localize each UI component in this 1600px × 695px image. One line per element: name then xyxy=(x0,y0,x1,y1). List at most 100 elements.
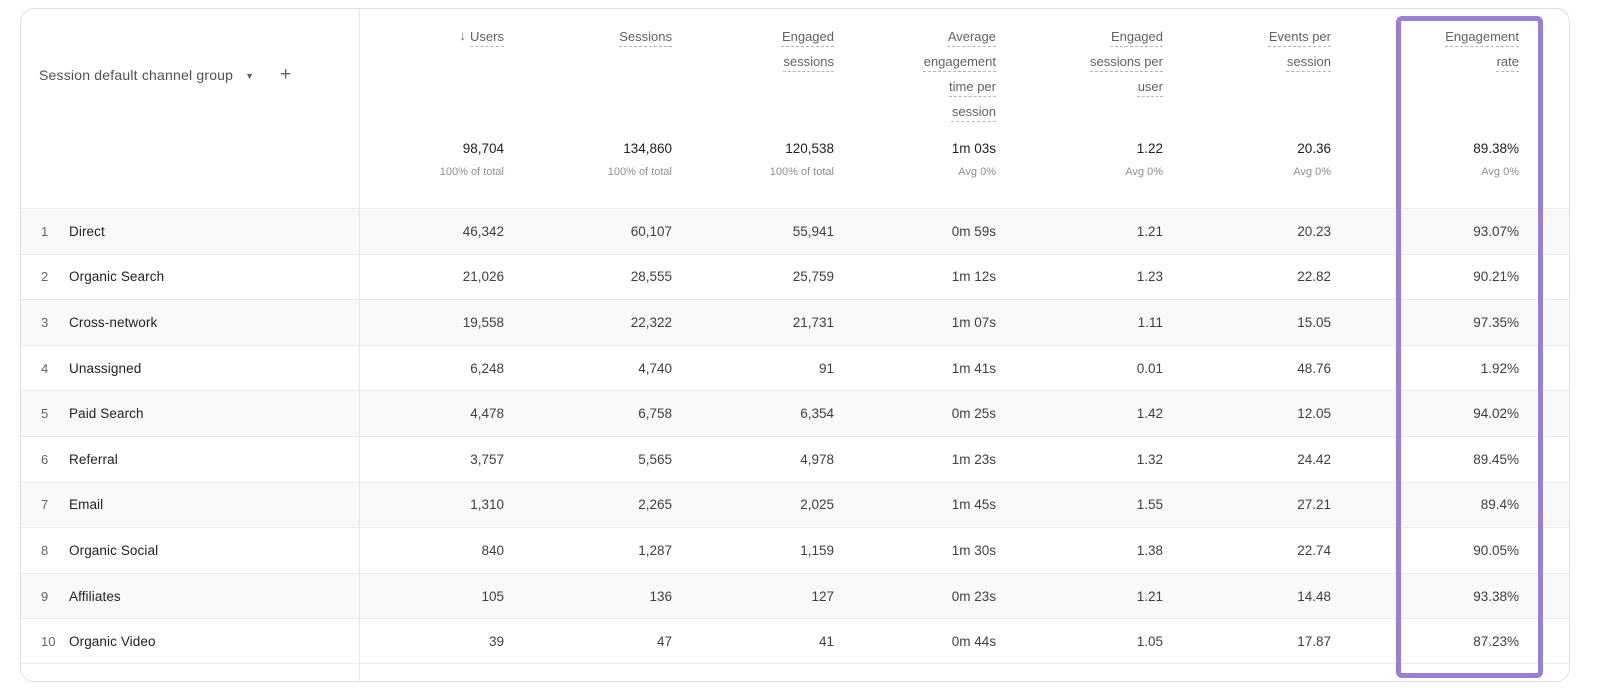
cell-avg_engagement_time_per_session: 0m 23s xyxy=(951,588,996,604)
table-header: Session default channel group ▼ + ↓ Users… xyxy=(21,9,1569,208)
cell-sessions: 2,265 xyxy=(638,497,672,513)
cell-engaged_sessions: 91 xyxy=(818,360,834,376)
total-value: 89.38% xyxy=(1473,141,1519,156)
channel-name: Organic Social xyxy=(69,542,159,558)
cell-events_per_session: 12.05 xyxy=(1297,406,1331,422)
channel-name: Affiliates xyxy=(69,588,121,604)
column-header-events_per_session[interactable]: Events per session xyxy=(1163,9,1331,124)
table-row[interactable]: 1 Direct 46,342 60,107 55,941 0m 59s 1.21 20.23… xyxy=(21,208,1569,254)
channel-name: Organic Video xyxy=(69,633,156,649)
cell-engaged_sessions: 25,759 xyxy=(792,269,834,285)
column-header-engaged_sessions[interactable]: Engaged sessions xyxy=(672,9,834,124)
table-row[interactable]: 6 Referral 3,757 5,565 4,978 1m 23s 1.32 24.42 8… xyxy=(21,435,1569,482)
table-row[interactable]: 2 Organic Search 21,026 28,555 25,759 1m 12s 1… xyxy=(21,253,1569,300)
totals-spacer xyxy=(21,139,359,180)
cell-users: 1,310 xyxy=(470,497,504,513)
total-users: 98,704 100% of total xyxy=(359,139,504,180)
total-subtext: Avg 0% xyxy=(1481,166,1519,178)
cell-avg_engagement_time_per_session: 1m 12s xyxy=(951,269,996,285)
column-header-label: Users xyxy=(470,29,504,44)
column-header-engaged_sessions_per_user[interactable]: Engaged sessions per user xyxy=(996,9,1163,124)
cell-avg_engagement_time_per_session: 1m 45s xyxy=(951,497,996,513)
column-header-label: Events per session xyxy=(1268,29,1331,69)
cell-avg_engagement_time_per_session: 1m 23s xyxy=(951,451,996,467)
cell-events_per_session: 27.21 xyxy=(1297,497,1331,513)
total-events_per_session: 20.36 Avg 0% xyxy=(1163,139,1331,180)
channel-name: Referral xyxy=(69,451,118,467)
add-dimension-button[interactable]: + xyxy=(280,64,292,85)
cell-engagement_rate: 93.07% xyxy=(1473,223,1519,239)
table-row[interactable]: 8 Organic Social 840 1,287 1,159 1m 30s 1.38 22… xyxy=(21,527,1569,573)
cell-sessions: 4,740 xyxy=(638,360,672,376)
total-value: 1.22 xyxy=(1136,141,1163,156)
cell-users: 19,558 xyxy=(462,314,504,330)
cell-sessions: 60,107 xyxy=(630,223,672,239)
table-row[interactable]: 4 Unassigned 6,248 4,740 91 1m 41s 0.01 48.76 1.… xyxy=(21,344,1569,391)
row-rank: 8 xyxy=(41,542,49,558)
row-header: 7 Email xyxy=(21,497,359,512)
row-rank: 9 xyxy=(41,588,49,604)
row-header: 6 Referral xyxy=(21,452,359,467)
row-rank: 4 xyxy=(41,360,49,376)
cell-sessions: 1,287 xyxy=(638,542,672,558)
cell-users: 3,757 xyxy=(470,451,504,467)
cell-events_per_session: 15.05 xyxy=(1297,314,1331,330)
column-header-label: Average engagement time per session xyxy=(923,29,996,119)
cell-engaged_sessions: 127 xyxy=(811,588,834,604)
total-subtext: 100% of total xyxy=(607,166,672,178)
total-value: 120,538 xyxy=(785,141,834,156)
total-engagement_rate: 89.38% Avg 0% xyxy=(1331,139,1519,180)
cell-engaged_sessions_per_user: 1.21 xyxy=(1136,588,1163,604)
row-header: 3 Cross-network xyxy=(21,315,359,330)
total-value: 98,704 xyxy=(462,141,504,156)
cell-engaged_sessions: 4,978 xyxy=(800,451,834,467)
cell-users: 21,026 xyxy=(462,269,504,285)
column-header-avg_engagement_time_per_session[interactable]: Average engagement time per session xyxy=(834,9,996,124)
row-header: 5 Paid Search xyxy=(21,406,359,421)
column-header-engagement_rate[interactable]: Engagement rate xyxy=(1331,9,1519,124)
analytics-table-card: Session default channel group ▼ + ↓ Users… xyxy=(20,8,1570,682)
total-value: 20.36 xyxy=(1297,141,1331,156)
row-rank: 1 xyxy=(41,223,49,239)
cell-users: 840 xyxy=(481,542,504,558)
cell-engaged_sessions_per_user: 1.11 xyxy=(1137,314,1163,330)
total-avg_engagement_time_per_session: 1m 03s Avg 0% xyxy=(834,139,996,180)
cell-users: 105 xyxy=(481,588,504,604)
row-header: 8 Organic Social xyxy=(21,543,359,558)
row-rank: 6 xyxy=(41,451,49,467)
total-value: 134,860 xyxy=(623,141,672,156)
sort-descending-icon[interactable]: ↓ xyxy=(459,28,467,43)
total-engaged_sessions: 120,538 100% of total xyxy=(672,139,834,180)
dropdown-caret-icon[interactable]: ▼ xyxy=(245,70,255,81)
channel-name: Paid Search xyxy=(69,406,144,422)
channel-name: Direct xyxy=(69,223,105,239)
table-row[interactable]: 10 Organic Video 39 47 41 0m 44s 1.05 17.87 87.2… xyxy=(21,618,1569,664)
cell-engagement_rate: 89.4% xyxy=(1480,497,1519,513)
cell-engagement_rate: 94.02% xyxy=(1473,406,1519,422)
table-row[interactable]: 3 Cross-network 19,558 22,322 21,731 1m 07s 1.… xyxy=(21,299,1569,345)
row-rank: 7 xyxy=(41,497,49,513)
row-rank: 3 xyxy=(41,314,49,330)
dimension-selector[interactable]: Session default channel group ▼ + xyxy=(21,9,359,124)
total-engaged_sessions_per_user: 1.22 Avg 0% xyxy=(996,139,1163,180)
cell-sessions: 47 xyxy=(656,633,672,649)
table-row[interactable]: 7 Email 1,310 2,265 2,025 1m 45s 1.55 27.21 89.4… xyxy=(21,481,1569,528)
table-row[interactable]: 5 Paid Search 4,478 6,758 6,354 0m 25s 1.42 12.… xyxy=(21,390,1569,436)
cell-users: 39 xyxy=(488,633,504,649)
column-header-label: Sessions xyxy=(619,29,672,44)
cell-engagement_rate: 89.45% xyxy=(1473,451,1519,467)
cell-engaged_sessions_per_user: 1.42 xyxy=(1136,406,1163,422)
cell-users: 6,248 xyxy=(470,360,504,376)
cell-events_per_session: 48.76 xyxy=(1297,360,1331,376)
cell-engaged_sessions_per_user: 1.38 xyxy=(1136,542,1163,558)
cell-events_per_session: 24.42 xyxy=(1297,451,1331,467)
cell-avg_engagement_time_per_session: 0m 44s xyxy=(951,633,996,649)
table-row[interactable]: 9 Affiliates 105 136 127 0m 23s 1.21 14.48 93.38… xyxy=(21,572,1569,619)
column-header-users[interactable]: ↓ Users xyxy=(359,9,504,124)
cell-events_per_session: 22.74 xyxy=(1297,542,1331,558)
column-header-sessions[interactable]: Sessions xyxy=(504,9,672,124)
cell-users: 46,342 xyxy=(462,223,504,239)
table-body: 1 Direct 46,342 60,107 55,941 0m 59s 1.21 20.23… xyxy=(21,208,1569,664)
cell-avg_engagement_time_per_session: 1m 30s xyxy=(951,542,996,558)
cell-engagement_rate: 93.38% xyxy=(1473,588,1519,604)
